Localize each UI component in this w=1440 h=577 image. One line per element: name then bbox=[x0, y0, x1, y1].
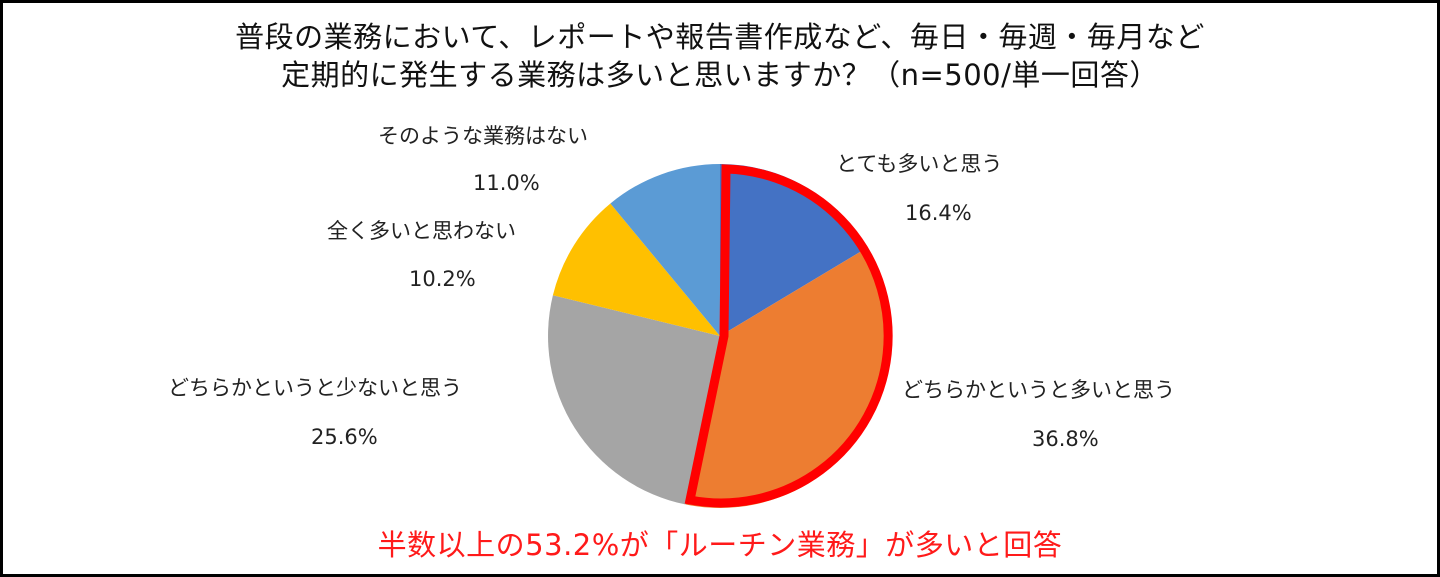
label-none: そのような業務はない bbox=[378, 124, 588, 148]
pct-somewhat-few: 25.6% bbox=[311, 425, 378, 449]
pct-very-many: 16.4% bbox=[905, 201, 972, 225]
label-somewhat-many: どちらかというと多いと思う bbox=[902, 378, 1175, 402]
chart-title-line1: 普段の業務において、レポートや報告書作成など、毎日・毎週・毎月など bbox=[235, 20, 1205, 54]
highlight-outline bbox=[684, 164, 893, 508]
label-somewhat-few: どちらかというと少ないと思う bbox=[168, 376, 462, 400]
label-not-at-all: 全く多いと思わない bbox=[327, 219, 516, 243]
slice-somewhat-many bbox=[685, 247, 892, 508]
pct-none: 11.0% bbox=[473, 171, 540, 195]
label-very-many: とても多いと思う bbox=[836, 152, 1003, 176]
slice-none bbox=[610, 164, 720, 336]
pct-somewhat-many: 36.8% bbox=[1032, 427, 1099, 451]
chart-title-line2: 定期的に発生する業務は多いと思いますか？（n=500/単一回答） bbox=[281, 58, 1159, 92]
annotation-note: 半数以上の53.2%が「ルーチン業務」が多いと回答 bbox=[377, 528, 1063, 562]
pct-not-at-all: 10.2% bbox=[409, 267, 476, 291]
slice-not-at-all bbox=[552, 203, 720, 336]
slice-somewhat-few bbox=[548, 295, 720, 505]
